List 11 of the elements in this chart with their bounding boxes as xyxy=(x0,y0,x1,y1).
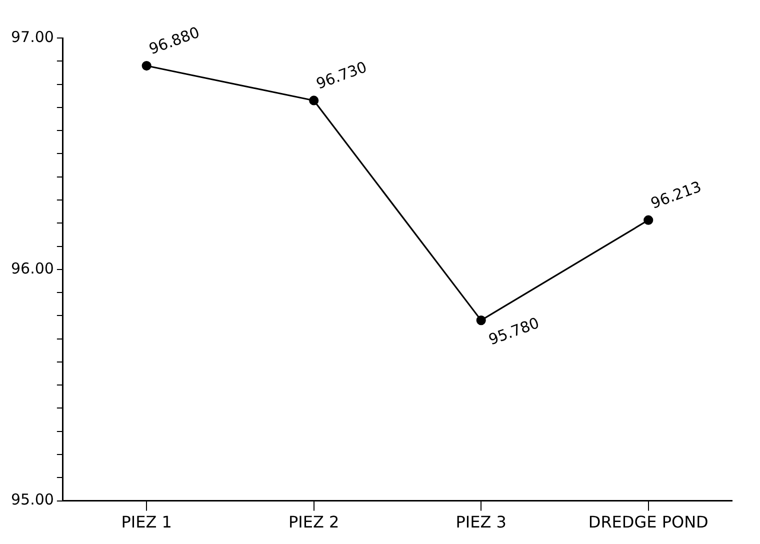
point xyxy=(644,215,654,225)
x-tick-label: PIEZ 1 xyxy=(121,512,172,532)
point xyxy=(309,96,319,106)
x-tick-label: PIEZ 3 xyxy=(456,512,506,532)
y-tick-label: 95.00 xyxy=(10,490,54,509)
point xyxy=(476,316,486,326)
x-tick-label: DREDGE POND xyxy=(588,512,708,532)
x-tick-label: PIEZ 2 xyxy=(288,512,340,532)
point xyxy=(142,60,152,71)
y-tick-label: 96.00 xyxy=(10,259,54,278)
y-tick-label: 97.00 xyxy=(10,28,54,46)
